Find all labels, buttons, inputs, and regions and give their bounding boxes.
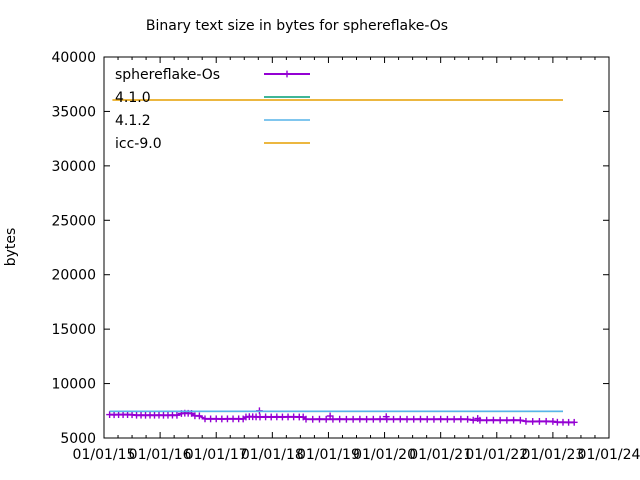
legend-label-sphereflake-Os: sphereflake-Os (115, 67, 220, 83)
x-tick-label: 01/01/18 (241, 447, 304, 463)
y-tick-label: 35000 (51, 104, 96, 120)
y-axis-label: bytes (3, 228, 19, 267)
x-tick-label: 01/01/16 (129, 447, 192, 463)
x-tick-label: 01/01/22 (465, 447, 528, 463)
x-tick-label: 01/01/20 (353, 447, 416, 463)
y-tick-label: 20000 (51, 268, 96, 284)
x-tick-label: 01/01/19 (297, 447, 360, 463)
y-tick-label: 25000 (51, 213, 96, 229)
x-tick-label: 01/01/17 (185, 447, 248, 463)
y-tick-label: 10000 (51, 377, 96, 393)
x-tick-label: 01/01/21 (409, 447, 472, 463)
legend-label-4.1.0: 4.1.0 (115, 90, 151, 106)
x-tick-label: 01/01/24 (578, 447, 640, 463)
y-tick-label: 15000 (51, 322, 96, 338)
y-tick-label: 40000 (51, 50, 96, 66)
plot-border (103, 56, 610, 439)
y-tick-label: 30000 (51, 159, 96, 175)
x-tick-label: 01/01/15 (73, 447, 136, 463)
y-tick-label: 5000 (60, 431, 96, 447)
legend-label-4.1.2: 4.1.2 (115, 113, 151, 129)
legend-label-icc-9.0: icc-9.0 (115, 136, 162, 152)
chart-title: Binary text size in bytes for sphereflak… (145, 18, 449, 34)
x-tick-label: 01/01/23 (521, 447, 584, 463)
